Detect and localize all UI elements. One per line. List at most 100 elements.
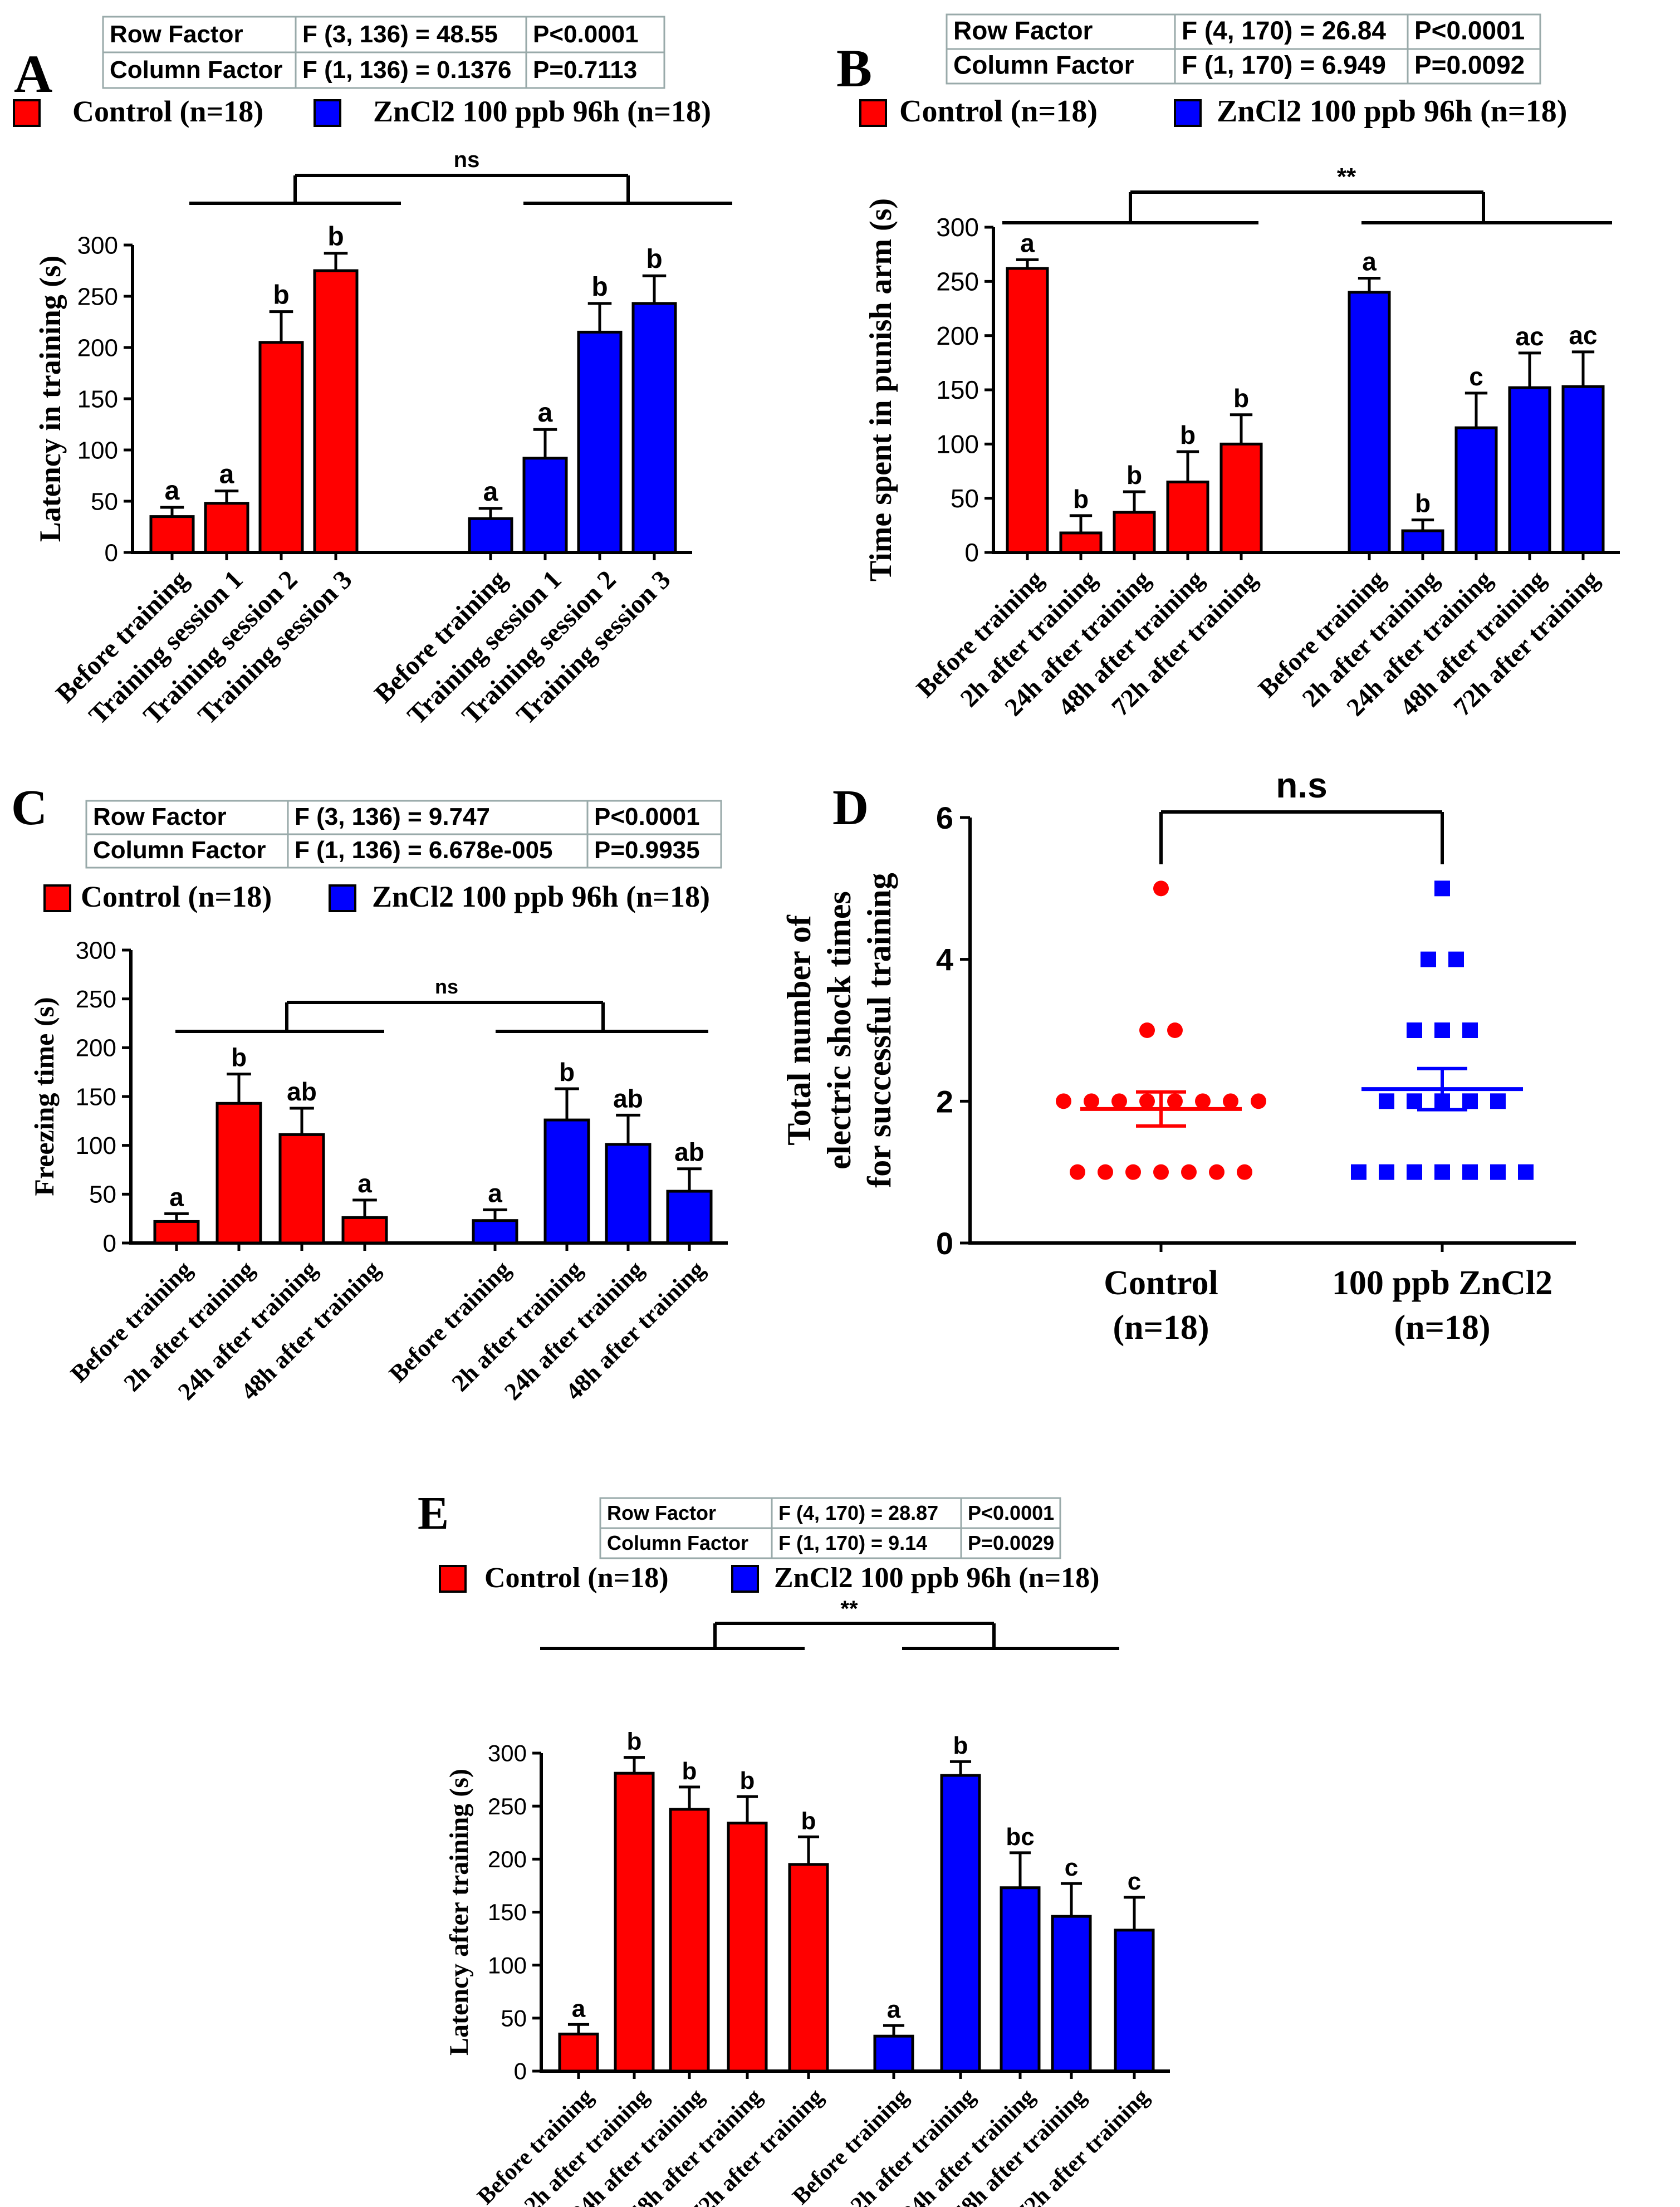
stats-cell: F (1, 136) = 6.678e-005 (295, 836, 553, 864)
data-point-control (1251, 1093, 1266, 1109)
bar-control-2 (1113, 511, 1156, 554)
stats-table-C: Row Factor F (3, 136) = 9.747 P<0.0001 Colu… (85, 800, 722, 869)
y-tick-label: 300 (76, 937, 116, 964)
panel-label-E: E (418, 1487, 449, 1539)
significance-letter: b (1233, 384, 1249, 413)
data-point-control (1153, 880, 1169, 897)
data-point-treated (1462, 1164, 1478, 1180)
bar-control-3 (341, 1216, 388, 1245)
data-point-control (1237, 1164, 1252, 1180)
stats-table-B: Row Factor F (4, 170) = 26.84 P<0.0001 Colu… (946, 13, 1541, 85)
bar-treated-2 (577, 330, 623, 554)
x-tick-label: (n=18) (1394, 1309, 1490, 1347)
stats-cell: P<0.0001 (594, 803, 700, 830)
x-tick-label: Control (1104, 1264, 1218, 1302)
stats-cell: P=0.9935 (594, 836, 700, 864)
legend-swatch-treated (731, 1565, 759, 1593)
legend-label-treated: ZnCl2 100 ppb 96h (n=18) (373, 95, 711, 128)
stats-cell: Column Factor (93, 836, 266, 864)
significance-letter: a (357, 1169, 372, 1198)
significance-letter: a (572, 1995, 586, 2022)
stats-cell: Column Factor (607, 1531, 748, 1554)
data-point-control (1111, 1093, 1127, 1109)
legend-label-treated: ZnCl2 100 ppb 96h (n=18) (1217, 94, 1567, 129)
stats-cell: F (1, 170) = 6.949 (1182, 51, 1386, 80)
y-tick-label: 150 (488, 1899, 527, 1925)
y-tick-label: 100 (488, 1952, 527, 1978)
stats-cell: Row Factor (110, 21, 243, 48)
y-axis-label-line: Total number of (781, 914, 817, 1145)
data-point-control (1125, 1164, 1141, 1180)
y-tick-label: 4 (936, 942, 953, 977)
stats-cell: F (3, 136) = 48.55 (302, 21, 498, 48)
bar-treated-4 (1561, 385, 1605, 554)
significance-letter: ac (1569, 321, 1597, 350)
y-tick-label: 150 (77, 385, 118, 413)
y-tick-label: 250 (936, 267, 979, 296)
data-point-control (1167, 1093, 1183, 1109)
data-point-control (1070, 1164, 1085, 1180)
stats-cell: F (4, 170) = 26.84 (1182, 16, 1386, 45)
significance-letter: b (1180, 420, 1196, 449)
panel-label-D: D (832, 780, 869, 835)
data-point-treated (1434, 1022, 1450, 1038)
significance-letter: c (1128, 1868, 1141, 1895)
data-point-treated (1490, 1093, 1506, 1109)
y-axis-label: Time spent in punish arm (s) (864, 198, 898, 581)
bar-control-2 (278, 1133, 325, 1245)
significance-letter: ab (674, 1138, 704, 1167)
bar-control-3 (313, 269, 359, 554)
legend-label-treated: ZnCl2 100 ppb 96h (n=18) (372, 880, 710, 913)
significance-letter: a (887, 1996, 901, 2023)
data-point-control (1167, 1022, 1183, 1038)
y-tick-label: 6 (936, 800, 953, 835)
bar-control-3 (727, 1822, 768, 2073)
stats-cell: P<0.0001 (968, 1501, 1054, 1524)
significance-letter: b (327, 222, 344, 252)
bar-treated-3 (631, 302, 677, 554)
bar-treated-3 (666, 1190, 713, 1245)
significance-letter: a (483, 477, 498, 507)
bar-treated-0 (1348, 291, 1391, 554)
data-point-treated (1407, 1093, 1422, 1109)
bar-treated-1 (1401, 529, 1444, 554)
y-tick-label: 50 (501, 2005, 527, 2032)
data-point-treated (1434, 1164, 1450, 1180)
significance-letter: a (1020, 228, 1035, 257)
bar-treated-3 (1508, 386, 1551, 554)
significance-letter: b (591, 272, 608, 302)
significance-letter: ac (1515, 322, 1544, 351)
y-tick-label: 0 (964, 538, 979, 567)
chart-panel-C: 0 50 100 150 200 250 300 Freezing time (s) a Befo… (28, 937, 728, 1406)
x-tick-label: (n=18) (1113, 1309, 1209, 1347)
significance-letter: b (231, 1043, 247, 1072)
significance-letter: b (627, 1728, 642, 1755)
bar-control-1 (614, 1772, 655, 2073)
significance-bracket-E: ** (540, 1597, 1119, 1650)
x-tick-label: Before training (384, 1255, 516, 1387)
data-point-treated (1490, 1164, 1506, 1180)
chart-panel-A: 0 50 100 150 200 250 300 Latency in training (s… (33, 222, 692, 730)
stats-cell: Column Factor (953, 51, 1134, 80)
data-point-control (1084, 1093, 1099, 1109)
y-tick-label: 300 (77, 232, 118, 259)
stats-cell: P<0.0001 (533, 21, 639, 48)
significance-label: ** (1337, 163, 1356, 190)
y-axis-label: Freezing time (s) (28, 997, 60, 1196)
y-tick-label: 0 (514, 2058, 527, 2084)
bar-control-3 (1166, 480, 1209, 554)
y-tick-label: 250 (488, 1793, 527, 1819)
bar-control-4 (1219, 442, 1263, 554)
chart-panel-B: 0 50 100 150 200 250 300 Time spent in punish a… (864, 198, 1620, 721)
legend-label-control: Control (n=18) (81, 880, 272, 913)
bar-control-2 (669, 1808, 710, 2073)
stats-cell: F (3, 136) = 9.747 (295, 803, 490, 830)
significance-letter: ab (613, 1084, 643, 1113)
y-tick-label: 0 (105, 539, 118, 566)
y-tick-label: 100 (76, 1132, 116, 1159)
y-tick-label: 100 (936, 429, 979, 458)
significance-letter: b (646, 244, 662, 274)
significance-label: ** (840, 1597, 858, 1621)
chart-panel-D: 0 2 4 6 Total number of electric shock times f… (781, 765, 1576, 1347)
